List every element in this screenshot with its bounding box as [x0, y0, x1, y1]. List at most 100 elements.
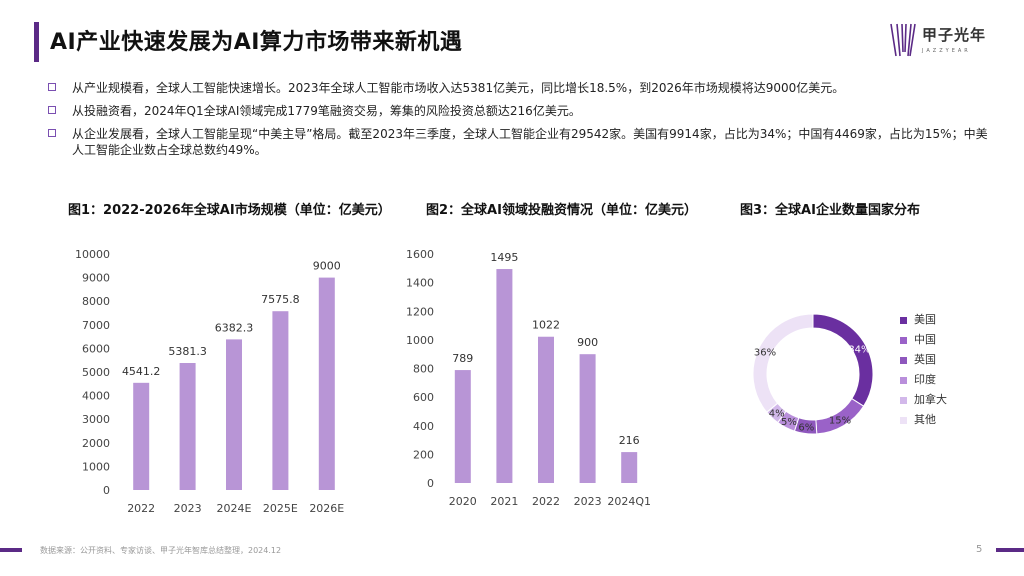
legend-swatch: [900, 316, 907, 324]
slice-label: 36%: [754, 347, 776, 358]
enterprise-donut-chart: 34% 15% 6%5%4% 36%: [752, 313, 874, 435]
market-size-bar-chart: 0 1000 2000 3000 4000 5000 6000 7000 8000 9000 100…: [75, 248, 344, 515]
title-accent-bar: [34, 22, 39, 62]
data-label: 216: [619, 434, 640, 447]
investment-bar-chart: 0 200 400 600 800 1000 1200 1400 1600 789 2020 1495…: [406, 248, 651, 508]
legend-swatch: [900, 336, 907, 344]
footer-accent-right: [996, 548, 1024, 552]
y-tick-label: 1400: [406, 277, 434, 290]
y-tick-label: 800: [413, 363, 434, 376]
legend-item: 其他: [900, 410, 947, 430]
y-tick-label: 400: [413, 420, 434, 433]
slice-label: 34%: [848, 344, 870, 355]
slice-label: 5%: [781, 417, 797, 428]
bar: [579, 354, 596, 483]
data-label: 900: [577, 336, 598, 349]
x-tick-label: 2023: [574, 495, 602, 508]
legend-swatch: [900, 396, 907, 404]
slice-label: 15%: [829, 416, 851, 427]
y-tick-label: 200: [413, 448, 434, 461]
donut-slice: [812, 313, 874, 407]
y-tick-label: 5000: [82, 366, 110, 379]
y-tick-label: 9000: [82, 272, 110, 285]
donut-legend: 美国 中国 英国 印度 加拿大 其他: [900, 310, 947, 430]
bar: [538, 336, 554, 483]
bullet-square-icon: [48, 106, 56, 114]
y-tick-label: 0: [427, 477, 434, 490]
page-title: AI产业快速发展为AI算力市场带来新机遇: [50, 30, 463, 55]
data-source-note: 数据来源：公开资料、专家访谈、甲子光年智库总结整理，2024.12: [40, 546, 282, 555]
bullet-item: 从投融资看，2024年Q1全球AI领域完成1779笔融资交易，筹集的风险投资总额…: [48, 103, 988, 119]
legend-swatch: [900, 416, 907, 424]
legend-item: 美国: [900, 310, 947, 330]
y-tick-label: 6000: [82, 342, 110, 355]
x-tick-label: 2022: [127, 502, 155, 515]
legend-item: 英国: [900, 350, 947, 370]
y-tick-label: 0: [103, 484, 110, 497]
data-label: 1022: [532, 319, 560, 332]
bullet-item: 从产业规模看，全球人工智能快速增长。2023年全球人工智能市场收入达5381亿美…: [48, 80, 988, 96]
y-tick-label: 3000: [82, 413, 110, 426]
logo-mark-icon: [890, 23, 916, 57]
bar: [179, 363, 196, 490]
bullet-square-icon: [48, 83, 56, 91]
y-tick-label: 600: [413, 391, 434, 404]
legend-label: 美国: [914, 313, 936, 326]
bullet-text: 从投融资看，2024年Q1全球AI领域完成1779笔融资交易，筹集的风险投资总额…: [72, 104, 581, 118]
bullet-text: 从企业发展看，全球人工智能呈现“中美主导”格局。截至2023年三季度，全球人工智…: [72, 127, 988, 157]
brand-logo: 甲子光年 JAZZYEAR: [890, 18, 1000, 68]
x-tick-label: 2023: [174, 502, 202, 515]
bullet-square-icon: [48, 129, 56, 137]
x-tick-label: 2024Q1: [607, 495, 651, 508]
legend-label: 中国: [914, 333, 936, 346]
logo-text: 甲子光年: [922, 26, 987, 44]
bar: [272, 311, 289, 490]
x-tick-label: 2020: [449, 495, 477, 508]
bullet-item: 从企业发展看，全球人工智能呈现“中美主导”格局。截至2023年三季度，全球人工智…: [48, 126, 988, 158]
legend-label: 加拿大: [914, 393, 947, 406]
x-tick-label: 2025E: [263, 502, 298, 515]
x-tick-label: 2026E: [309, 502, 344, 515]
data-label: 5381.3: [168, 345, 207, 358]
data-label: 1495: [490, 251, 518, 264]
bar: [454, 370, 471, 483]
chart2-title: 图2：全球AI领域投融资情况（单位：亿美元）: [426, 203, 697, 218]
legend-item: 中国: [900, 330, 947, 350]
y-tick-label: 10000: [75, 248, 110, 261]
logo-subtext: JAZZYEAR: [922, 48, 971, 54]
legend-label: 英国: [914, 353, 936, 366]
x-tick-label: 2021: [490, 495, 518, 508]
legend-swatch: [900, 356, 907, 364]
data-label: 9000: [313, 260, 341, 273]
data-label: 789: [452, 352, 473, 365]
bar: [621, 452, 638, 483]
bar: [133, 382, 150, 490]
bar: [226, 339, 242, 490]
donut-slice: [752, 313, 814, 413]
key-points-list: 从产业规模看，全球人工智能快速增长。2023年全球人工智能市场收入达5381亿美…: [48, 80, 988, 165]
legend-item: 加拿大: [900, 390, 947, 410]
slice-label: 4%: [769, 409, 785, 420]
data-label: 7575.8: [261, 293, 300, 306]
x-tick-label: 2022: [532, 495, 560, 508]
page-number: 5: [976, 544, 983, 555]
x-tick-label: 2024E: [217, 502, 252, 515]
data-label: 6382.3: [215, 321, 254, 334]
y-tick-label: 4000: [82, 390, 110, 403]
legend-label: 其他: [914, 413, 936, 426]
bar: [318, 277, 335, 490]
chart3-title: 图3：全球AI企业数量国家分布: [740, 203, 920, 218]
y-tick-label: 1000: [82, 460, 110, 473]
bullet-text: 从产业规模看，全球人工智能快速增长。2023年全球人工智能市场收入达5381亿美…: [72, 81, 845, 95]
y-tick-label: 1600: [406, 248, 434, 261]
legend-swatch: [900, 376, 907, 384]
footer-accent-left: [0, 548, 22, 552]
y-tick-label: 2000: [82, 437, 110, 450]
bar: [496, 269, 513, 483]
chart1-title: 图1：2022-2026年全球AI市场规模（单位：亿美元）: [68, 203, 391, 218]
legend-label: 印度: [914, 373, 936, 386]
slice-label: 6%: [798, 423, 814, 434]
y-tick-label: 7000: [82, 319, 110, 332]
y-tick-label: 1000: [406, 334, 434, 347]
data-label: 4541.2: [122, 365, 161, 378]
